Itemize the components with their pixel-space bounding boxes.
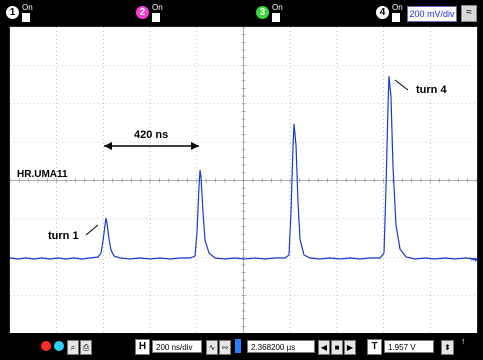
channel-2-state: On — [152, 3, 163, 12]
channel-toolbar: 1 On 2 On 3 On 4 On 200 mV/div ≈ — [0, 0, 483, 26]
channel-3-toggle[interactable] — [272, 13, 280, 22]
coupling-icon[interactable]: ≈ — [461, 5, 477, 22]
turn-4-pointer — [394, 79, 409, 91]
trigger-position-icon[interactable] — [235, 339, 241, 353]
channel-4-state: On — [392, 3, 403, 12]
zoom-icon[interactable]: ⌕ — [67, 340, 79, 355]
spacing-label: 420 ns — [134, 129, 168, 141]
channel-3-state: On — [272, 3, 283, 12]
channel-4-toggle[interactable] — [392, 13, 400, 22]
trigger-stepper-icon[interactable]: ⬍ — [441, 340, 454, 355]
spacing-arrow — [104, 142, 199, 150]
graticule — [9, 26, 478, 335]
ch-color-cyan-icon[interactable] — [54, 341, 64, 351]
print-icon[interactable]: ⎙ — [80, 340, 92, 355]
timebase-field[interactable]: 200 ns/div — [152, 340, 202, 353]
scroll-left-icon[interactable]: ◀ — [318, 340, 330, 355]
trace-label: HR.UMA11 — [17, 169, 68, 180]
turn-1-label: turn 1 — [48, 230, 79, 242]
turn-1-pointer — [85, 224, 99, 236]
stop-icon[interactable]: ■ — [331, 340, 343, 355]
channel-2-badge[interactable]: 2 — [136, 6, 149, 19]
channel-3-badge[interactable]: 3 — [256, 6, 269, 19]
scroll-right-icon[interactable]: ▶ — [344, 340, 356, 355]
trigger-level-field[interactable]: 1.957 V — [384, 340, 434, 353]
volts-per-div-field[interactable]: 200 mV/div — [407, 6, 457, 22]
timebase-tag: H — [135, 339, 150, 355]
trace-end-marker-icon: ⇥ — [470, 255, 477, 266]
rise-slope-icon[interactable]: ∿ — [206, 340, 218, 355]
fall-slope-icon[interactable]: ∾ — [219, 340, 231, 355]
channel-1-toggle[interactable] — [22, 13, 30, 22]
channel-4-badge[interactable]: 4 — [376, 6, 389, 19]
trigger-arrow-icon: ↑ — [461, 336, 466, 346]
trigger-tag: T — [367, 339, 382, 355]
position-field[interactable]: 2.368200 µs — [247, 340, 315, 353]
waveform-trace — [9, 75, 478, 260]
channel-2-toggle[interactable] — [152, 13, 160, 22]
ch-color-red-icon[interactable] — [41, 341, 51, 351]
timebase-toolbar: ⌕ ⎙ H 200 ns/div ∿ ∾ 2.368200 µs ◀ ■ ▶ T… — [0, 333, 483, 360]
turn-4-label: turn 4 — [416, 84, 447, 96]
waveform-display: 420 ns HR.UMA11 turn 1 turn 4 ⇥ — [9, 26, 478, 335]
waveform-svg: 420 ns HR.UMA11 turn 1 turn 4 ⇥ — [9, 26, 478, 335]
channel-1-badge[interactable]: 1 — [6, 6, 19, 19]
channel-1-state: On — [22, 3, 33, 12]
